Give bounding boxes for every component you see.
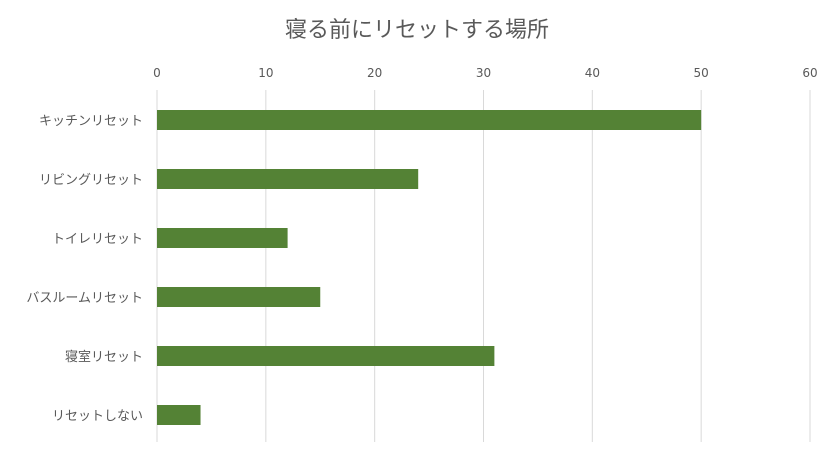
x-axis-ticks: 0 10 20 30 40 50 60	[153, 66, 817, 80]
x-tick-label: 30	[476, 66, 491, 80]
category-label: キッチンリセット	[39, 114, 143, 129]
bars	[157, 110, 702, 425]
x-tick-label: 20	[367, 66, 382, 80]
category-label: トイレリセット	[52, 232, 143, 247]
category-label: リセットしない	[52, 409, 143, 424]
x-tick-label: 50	[694, 66, 709, 80]
chart-title: 寝る前にリセットする場所	[285, 18, 549, 43]
category-label: リビングリセット	[39, 173, 143, 188]
x-tick-label: 0	[153, 66, 161, 80]
category-label: バスルームリセット	[26, 291, 143, 306]
bar	[157, 346, 495, 366]
bar	[157, 287, 321, 307]
x-tick-label: 60	[802, 66, 817, 80]
category-labels: キッチンリセットリビングリセットトイレリセットバスルームリセット寝室リセットリセ…	[26, 114, 143, 424]
bar	[157, 169, 419, 189]
bar	[157, 228, 288, 248]
category-label: 寝室リセット	[65, 349, 143, 365]
gridlines	[156, 90, 811, 442]
x-tick-label: 10	[258, 66, 273, 80]
x-tick-label: 40	[585, 66, 600, 80]
bar	[157, 110, 702, 130]
bar	[157, 405, 201, 425]
